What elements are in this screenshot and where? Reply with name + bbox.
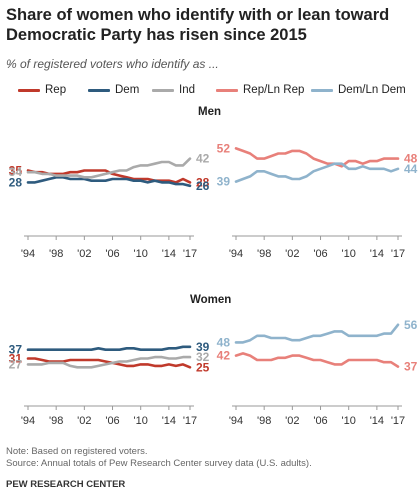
brand-label: PEW RESEARCH CENTER	[6, 479, 126, 490]
x-tick-label: '02	[285, 415, 299, 427]
x-tick-label: '06	[313, 248, 327, 260]
series-end-label: 42	[196, 152, 210, 166]
x-tick-label: '17	[391, 415, 405, 427]
legend-item-dem: Dem	[88, 84, 139, 96]
legend-item-ind: Ind	[152, 84, 195, 96]
legend-swatch-dem	[88, 88, 110, 92]
x-tick-label: '98	[257, 248, 271, 260]
panel-label-women: Women	[190, 294, 232, 306]
series-end-label: 56	[404, 318, 418, 332]
series-end-label: 37	[404, 360, 418, 374]
series-line-dem-ln-dem	[234, 162, 400, 183]
x-tick-label: '98	[257, 415, 271, 427]
series-line-dem	[26, 176, 192, 188]
legend-label-rep: Rep	[45, 84, 67, 96]
series-end-label: 32	[196, 350, 210, 364]
legend-label-dem: Dem	[115, 84, 140, 96]
x-tick-label: '94	[229, 248, 243, 260]
series-start-label: 39	[217, 175, 231, 189]
legend-label-dem-ln-dem: Dem/Ln Dem	[338, 84, 406, 96]
x-tick-label: '06	[105, 248, 119, 260]
series-end-label: 25	[196, 360, 210, 374]
series-start-label: 31	[9, 352, 23, 366]
x-tick-label: '02	[285, 248, 299, 260]
series-end-label: 44	[404, 162, 418, 176]
legend-label-rep-ln-rep: Rep/Ln Rep	[243, 84, 305, 96]
legend-swatch-rep	[18, 88, 40, 92]
x-tick-label: '02	[77, 415, 91, 427]
panel-label-men: Men	[198, 106, 221, 118]
legend-swatch-ind	[152, 88, 174, 92]
x-tick-label: '10	[342, 415, 356, 427]
series-start-label: 48	[217, 335, 231, 349]
x-tick-label: '14	[162, 248, 176, 260]
legend-swatch-rep-ln-rep	[216, 88, 238, 92]
series-end-label: 39	[196, 340, 210, 354]
x-tick-label: '06	[105, 415, 119, 427]
legend-item-rep-ln-rep: Rep/Ln Rep	[216, 84, 304, 96]
series-start-label: 28	[9, 175, 23, 189]
x-tick-label: '94	[21, 415, 35, 427]
series-line-rep	[26, 357, 192, 369]
x-tick-label: '10	[134, 248, 148, 260]
x-tick-label: '02	[77, 248, 91, 260]
series-start-label: 35	[9, 164, 23, 178]
legend-label-ind: Ind	[179, 84, 195, 96]
series-line-dem	[26, 345, 192, 352]
series-end-label: 48	[404, 152, 418, 166]
series-start-label: 34	[9, 165, 23, 179]
x-tick-label: '17	[183, 415, 197, 427]
x-tick-label: '06	[313, 415, 327, 427]
legend-item-rep: Rep	[18, 84, 66, 96]
x-tick-label: '14	[370, 248, 384, 260]
series-line-ind	[26, 355, 192, 369]
x-tick-label: '17	[391, 248, 405, 260]
series-start-label: 42	[217, 349, 231, 363]
legend-swatch-dem-ln-dem	[311, 88, 333, 92]
x-tick-label: '98	[49, 415, 63, 427]
series-line-ind	[26, 157, 192, 179]
legend-item-dem-ln-dem: Dem/Ln Dem	[311, 84, 406, 96]
x-tick-label: '17	[183, 248, 197, 260]
x-tick-label: '94	[21, 248, 35, 260]
series-end-label: 26	[196, 179, 210, 193]
x-tick-label: '94	[229, 415, 243, 427]
series-line-dem-ln-dem	[234, 323, 400, 344]
series-start-label: 37	[9, 343, 23, 357]
x-tick-label: '10	[134, 415, 148, 427]
chart-title: Share of women who identify with or lean…	[6, 6, 390, 44]
footer-note: Note: Based on registered voters.	[6, 446, 148, 457]
footer-source: Source: Annual totals of Pew Research Ce…	[6, 458, 312, 469]
series-line-rep-ln-rep	[234, 352, 400, 368]
series-end-label: 28	[196, 175, 210, 189]
x-tick-label: '14	[370, 415, 384, 427]
series-line-rep-ln-rep	[234, 147, 400, 168]
chart-subtitle: % of registered voters who identify as .…	[6, 57, 219, 71]
x-tick-label: '14	[162, 415, 176, 427]
x-tick-label: '10	[342, 248, 356, 260]
x-tick-label: '98	[49, 248, 63, 260]
series-start-label: 27	[9, 357, 23, 371]
series-start-label: 52	[217, 141, 231, 155]
